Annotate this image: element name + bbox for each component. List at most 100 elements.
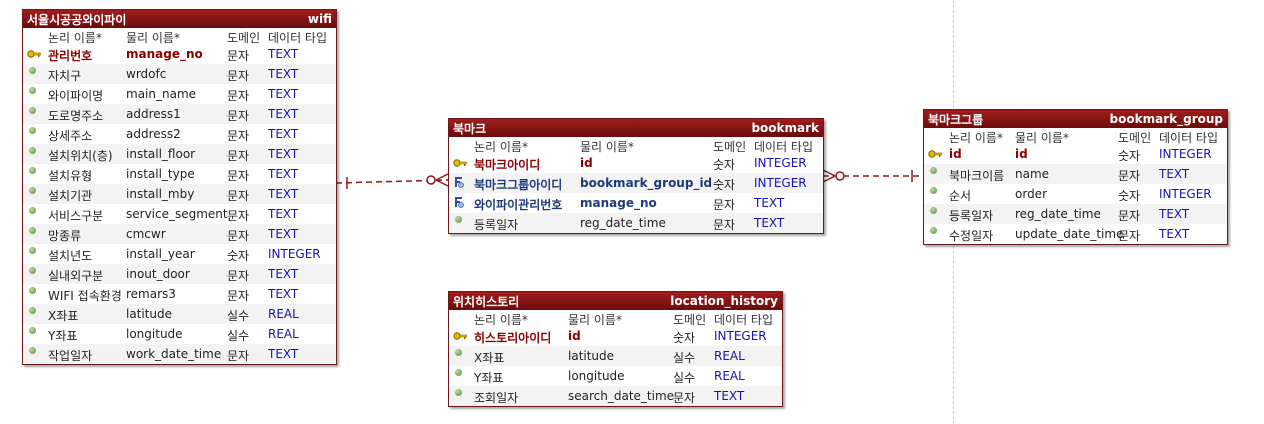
- attribute-dot-icon: [29, 247, 36, 254]
- attribute-row[interactable]: 북마크그룹아이디 bookmark_group_id 숫자 INTEGER: [449, 173, 823, 193]
- attribute-row[interactable]: Y좌표 longitude 실수 REAL: [23, 324, 336, 344]
- attr-logical: X좌표: [474, 351, 505, 365]
- attribute-row[interactable]: 망종류 cmcwr 문자 TEXT: [23, 224, 336, 244]
- attr-logical: X좌표: [48, 309, 79, 323]
- attribute-dot-icon: [455, 369, 462, 376]
- attribute-dot-icon: [29, 107, 36, 114]
- attr-domain: 문자: [1118, 169, 1141, 183]
- attribute-row[interactable]: 관리번호 manage_no 문자 TEXT: [23, 44, 336, 64]
- attr-type: TEXT: [754, 196, 785, 210]
- attr-domain: 숫자: [713, 178, 736, 192]
- attr-type: INTEGER: [268, 247, 321, 261]
- attribute-row[interactable]: 등록일자 reg_date_time 문자 TEXT: [449, 213, 823, 233]
- attr-logical: WIFI 접속환경: [48, 289, 122, 303]
- attribute-row[interactable]: 도로명주소 address1 문자 TEXT: [23, 104, 336, 124]
- attr-logical: 자치구: [48, 69, 82, 83]
- entity-title: 위치히스토리: [453, 294, 520, 309]
- attr-logical: 실내외구분: [48, 269, 104, 283]
- attribute-dot-icon: [29, 207, 36, 214]
- attribute-row[interactable]: 순서 order 숫자 INTEGER: [924, 184, 1227, 204]
- attr-type: INTEGER: [714, 329, 767, 343]
- attr-logical: 북마크아이디: [474, 158, 541, 172]
- attribute-row[interactable]: 설치유형 install_type 문자 TEXT: [23, 164, 336, 184]
- attribute-row[interactable]: WIFI 접속환경 remars3 문자 TEXT: [23, 284, 336, 304]
- attr-logical: 등록일자: [949, 209, 994, 223]
- attribute-row[interactable]: 설치위치(층) install_floor 문자 TEXT: [23, 144, 336, 164]
- entity-table-name: bookmark: [751, 121, 819, 135]
- attribute-row[interactable]: 상세주소 address2 문자 TEXT: [23, 124, 336, 144]
- attr-domain: 문자: [227, 189, 250, 203]
- col-header-type: 데이터 타입: [754, 140, 814, 154]
- attribute-row[interactable]: Y좌표 longitude 실수 REAL: [449, 366, 782, 386]
- col-header-logical: 논리 이름*: [949, 131, 1003, 145]
- attribute-row[interactable]: 작업일자 work_date_time 문자 TEXT: [23, 344, 336, 364]
- attribute-row[interactable]: 히스토리아이디 id 숫자 INTEGER: [449, 326, 782, 346]
- attr-type: TEXT: [1159, 207, 1190, 221]
- attr-physical: id: [1015, 147, 1028, 161]
- attr-physical: manage_no: [126, 47, 203, 61]
- attr-logical: 설치년도: [48, 249, 93, 263]
- col-header-physical: 물리 이름*: [580, 140, 634, 154]
- attr-type: TEXT: [268, 47, 299, 61]
- attr-type: TEXT: [268, 67, 299, 81]
- primary-key-icon: [928, 147, 942, 158]
- attr-domain: 실수: [227, 309, 250, 323]
- entity-header-location-history[interactable]: 위치히스토리 location_history: [449, 292, 782, 310]
- attr-domain: 문자: [1118, 209, 1141, 223]
- attribute-list: 히스토리아이디 id 숫자 INTEGER X좌표 latitude 실수 REAL Y좌표 lo…: [449, 326, 782, 406]
- attribute-row[interactable]: 수정일자 update_date_time 문자 TEXT: [924, 224, 1227, 244]
- attribute-dot-icon: [29, 87, 36, 94]
- entity-location-history[interactable]: 위치히스토리 location_history 논리 이름* 물리 이름* 도메인 데이터…: [448, 291, 783, 407]
- attribute-row[interactable]: 와이파이관리번호 manage_no 문자 TEXT: [449, 193, 823, 213]
- attr-type: TEXT: [268, 347, 299, 361]
- attr-physical: reg_date_time: [580, 216, 666, 230]
- attribute-row[interactable]: 조회일자 search_date_time 문자 TEXT: [449, 386, 782, 406]
- attribute-dot-icon: [455, 216, 462, 223]
- foreign-key-icon: [454, 196, 464, 208]
- entity-header-bookmark-group[interactable]: 북마크그룹 bookmark_group: [924, 110, 1227, 128]
- attr-physical: bookmark_group_id: [580, 176, 713, 190]
- entity-bookmark-group[interactable]: 북마크그룹 bookmark_group 논리 이름* 물리 이름* 도메인 데이터 타입…: [923, 109, 1228, 245]
- attr-physical: cmcwr: [126, 227, 166, 241]
- attr-domain: 숫자: [713, 158, 736, 172]
- attr-logical: 북마크그룹아이디: [474, 178, 563, 192]
- attr-logical: Y좌표: [474, 371, 504, 385]
- attr-physical: longitude: [126, 327, 183, 341]
- attr-type: TEXT: [268, 87, 299, 101]
- entity-header-bookmark[interactable]: 북마크 bookmark: [449, 119, 823, 137]
- entity-header-wifi[interactable]: 서울시공공와이파이 wifi: [23, 10, 336, 28]
- attr-domain: 문자: [1118, 229, 1141, 243]
- attr-physical: order: [1015, 187, 1047, 201]
- attribute-row[interactable]: 자치구 wrdofc 문자 TEXT: [23, 64, 336, 84]
- attr-domain: 문자: [227, 129, 250, 143]
- attribute-row[interactable]: id id 숫자 INTEGER: [924, 144, 1227, 164]
- attr-physical: address2: [126, 127, 181, 141]
- attr-type: TEXT: [268, 147, 299, 161]
- attr-logical: 설치위치(층): [48, 149, 113, 163]
- entity-table-name: wifi: [307, 12, 332, 26]
- attr-type: TEXT: [714, 389, 745, 403]
- column-header-row: 논리 이름* 물리 이름* 도메인 데이터 타입: [449, 137, 823, 154]
- attribute-row[interactable]: 실내외구분 inout_door 문자 TEXT: [23, 264, 336, 284]
- attr-domain: 문자: [227, 89, 250, 103]
- attr-physical: install_floor: [126, 147, 196, 161]
- entity-title: 서울시공공와이파이: [27, 12, 127, 27]
- attr-type: REAL: [268, 307, 299, 321]
- attribute-row[interactable]: 설치기관 install_mby 문자 TEXT: [23, 184, 336, 204]
- attribute-dot-icon: [29, 127, 36, 134]
- attribute-row[interactable]: 와이파이명 main_name 문자 TEXT: [23, 84, 336, 104]
- attribute-row[interactable]: 북마크아이디 id 숫자 INTEGER: [449, 153, 823, 173]
- attribute-list: 북마크아이디 id 숫자 INTEGER 북마크그룹아이디 bookmark_group_…: [449, 153, 823, 233]
- entity-bookmark[interactable]: 북마크 bookmark 논리 이름* 물리 이름* 도메인 데이터 타입 북마크아이디 id…: [448, 118, 824, 234]
- attribute-row[interactable]: 설치년도 install_year 숫자 INTEGER: [23, 244, 336, 264]
- attribute-row[interactable]: X좌표 latitude 실수 REAL: [449, 346, 782, 366]
- col-header-logical: 논리 이름*: [474, 313, 528, 327]
- rel-bookmark-zero-mark-2: [835, 171, 845, 181]
- attr-domain: 숫자: [673, 331, 696, 345]
- attribute-row[interactable]: X좌표 latitude 실수 REAL: [23, 304, 336, 324]
- attribute-row[interactable]: 등록일자 reg_date_time 문자 TEXT: [924, 204, 1227, 224]
- entity-wifi[interactable]: 서울시공공와이파이 wifi 논리 이름* 물리 이름* 도메인 데이터 타입 관리번호 ma…: [22, 9, 337, 365]
- attribute-row[interactable]: 서비스구분 service_segment 문자 TEXT: [23, 204, 336, 224]
- attr-logical: 히스토리아이디: [474, 331, 552, 345]
- attribute-row[interactable]: 북마크이름 name 문자 TEXT: [924, 164, 1227, 184]
